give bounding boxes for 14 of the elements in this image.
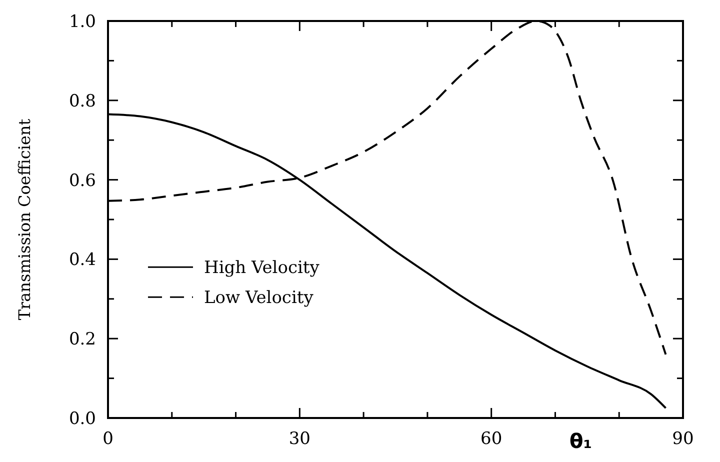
x-tick-label: 90 (672, 429, 694, 449)
y-tick-label: 0.2 (68, 330, 96, 350)
text: 0.0 (68, 409, 96, 429)
x-tick-label: 60 (480, 429, 502, 449)
y-tick-label: 0.6 (68, 170, 96, 191)
y-tick-label: 0.8 (68, 91, 96, 112)
y-tick-label: 0.4 (68, 250, 96, 270)
y-axis-title: Transmission Coefficient (15, 118, 34, 320)
legend-label: Low Velocity (204, 288, 314, 308)
x-tick-label: 0 (102, 429, 114, 449)
legend-label: High Velocity (204, 258, 320, 278)
text: 1.0 (68, 12, 96, 32)
x-axis-title: θ₁ (570, 429, 592, 453)
x-tick-label: 30 (288, 429, 310, 449)
